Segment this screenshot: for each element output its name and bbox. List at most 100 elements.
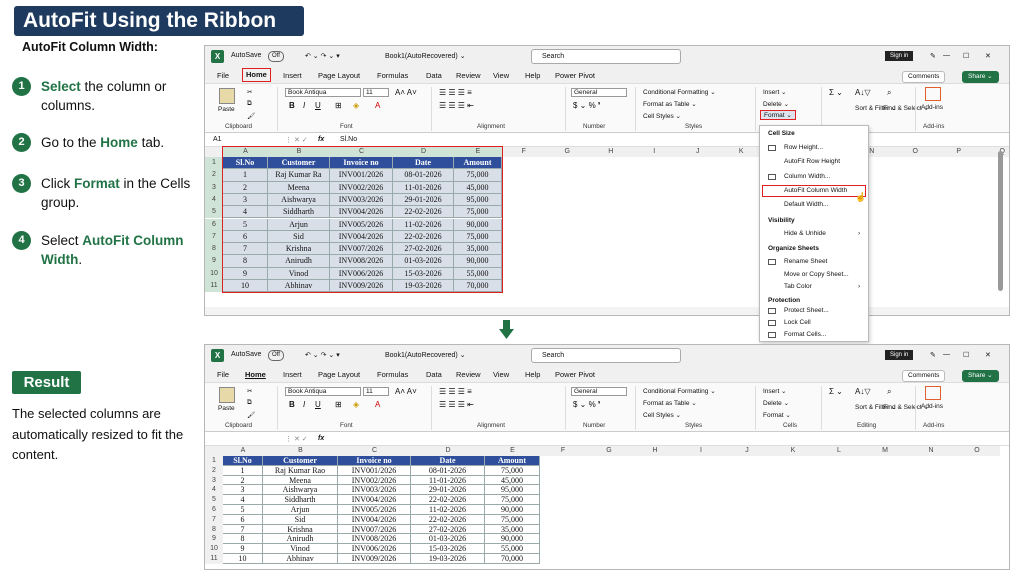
table-cell[interactable]: 95,000 xyxy=(454,193,502,207)
table-cell[interactable]: Vinod xyxy=(268,267,330,280)
find-select-button[interactable]: Find & Select ⌄ xyxy=(883,404,929,411)
column-header[interactable]: C xyxy=(330,147,393,157)
find-icon[interactable]: ⌕ xyxy=(887,387,892,396)
row-header[interactable]: 11 xyxy=(205,554,223,564)
fx-icon[interactable]: fx xyxy=(318,136,325,143)
column-header[interactable]: N xyxy=(850,147,894,157)
table-cell[interactable]: Arjun xyxy=(263,505,338,515)
insert-cells-button[interactable]: Insert ⌄ xyxy=(763,89,787,96)
table-cell[interactable]: 7 xyxy=(223,243,268,256)
table-cell[interactable]: 3 xyxy=(223,485,263,496)
format-cells-button[interactable]: Format ⌄ xyxy=(760,110,796,120)
minimize-icon[interactable]: — xyxy=(943,351,950,358)
column-header[interactable]: A xyxy=(223,147,268,157)
table-cell[interactable]: 11-01-2026 xyxy=(411,475,485,486)
autosum-icon[interactable]: Σ ⌄ xyxy=(829,387,843,396)
column-header[interactable]: O xyxy=(954,446,1000,456)
tab-formulas[interactable]: Formulas xyxy=(377,370,409,379)
tab-formulas[interactable]: Formulas xyxy=(377,71,409,80)
table-cell[interactable]: Anirudh xyxy=(268,255,330,268)
table-cell[interactable]: 35,000 xyxy=(454,243,502,256)
table-cell[interactable]: 22-02-2026 xyxy=(393,206,454,219)
column-header[interactable]: Q xyxy=(980,147,1009,157)
tab-page-layout[interactable]: Page Layout xyxy=(318,370,361,379)
close-icon[interactable]: ✕ xyxy=(985,352,991,359)
table-cell[interactable]: Krishna xyxy=(268,243,330,256)
table-cell[interactable]: INV004/2026 xyxy=(330,230,393,244)
pen-icon[interactable]: ✎ xyxy=(930,352,936,359)
row-header[interactable]: 5 xyxy=(205,495,223,505)
tab-power-pivot[interactable]: Power Pivot xyxy=(555,370,596,379)
column-header[interactable]: K xyxy=(770,446,816,456)
table-cell[interactable]: 19-03-2026 xyxy=(411,554,485,564)
tab-help[interactable]: Help xyxy=(525,370,541,379)
share-button[interactable]: Share ⌄ xyxy=(962,71,999,83)
column-header[interactable]: H xyxy=(589,147,633,157)
table-cell[interactable]: Anirudh xyxy=(263,534,338,545)
table-cell[interactable]: 3 xyxy=(223,193,268,207)
table-cell[interactable]: 95,000 xyxy=(485,485,540,496)
delete-cells-button[interactable]: Delete ⌄ xyxy=(763,400,790,407)
column-header[interactable]: G xyxy=(545,147,589,157)
table-cell[interactable]: Raj Kumar Ra xyxy=(268,169,330,182)
name-box[interactable]: A1 xyxy=(213,136,222,143)
table-cell[interactable]: 8 xyxy=(223,255,268,268)
addins-icon[interactable] xyxy=(925,386,941,400)
table-cell[interactable]: INV003/2026 xyxy=(338,485,411,496)
currency-icon[interactable]: $ ⌄ % ❜ xyxy=(573,400,601,409)
row-header[interactable]: 9 xyxy=(205,255,223,268)
conditional-formatting-button[interactable]: Conditional Formatting ⌄ xyxy=(643,89,716,96)
tab-insert[interactable]: Insert xyxy=(283,71,302,80)
copy-icon[interactable]: ⧉ xyxy=(247,100,252,107)
table-cell[interactable]: 01-03-2026 xyxy=(393,255,454,268)
table-cell[interactable]: 15-03-2026 xyxy=(393,267,454,280)
tab-home[interactable]: Home xyxy=(245,370,266,379)
row-header[interactable]: 2 xyxy=(205,169,223,182)
menu-item-column-width[interactable]: Column Width... xyxy=(784,173,831,180)
table-header-cell[interactable]: Amount xyxy=(454,157,502,170)
row-header[interactable]: 9 xyxy=(205,534,223,545)
table-cell[interactable]: INV009/2026 xyxy=(330,280,393,293)
table-cell[interactable]: Arjun xyxy=(268,218,330,231)
table-cell[interactable]: Abhinav xyxy=(263,554,338,564)
table-cell[interactable]: 11-01-2026 xyxy=(393,181,454,194)
format-as-table-button[interactable]: Format as Table ⌄ xyxy=(643,101,697,108)
row-header[interactable]: 4 xyxy=(205,193,223,207)
table-cell[interactable]: Sid xyxy=(268,230,330,244)
table-cell[interactable]: 9 xyxy=(223,544,263,554)
comments-button[interactable]: Comments xyxy=(902,370,946,382)
row-header[interactable]: 5 xyxy=(205,206,223,219)
row-header[interactable]: 6 xyxy=(205,218,223,231)
cut-icon[interactable]: ✂ xyxy=(247,388,253,395)
sort-filter-button[interactable]: Sort & Filter ⌄ xyxy=(855,404,897,411)
number-format-select[interactable]: General xyxy=(571,387,627,396)
table-cell[interactable]: Meena xyxy=(263,475,338,486)
column-header[interactable]: N xyxy=(908,446,954,456)
table-cell[interactable]: INV005/2026 xyxy=(338,505,411,515)
italic-icon[interactable]: I xyxy=(303,400,306,409)
column-header[interactable]: C xyxy=(338,446,411,456)
row-header[interactable]: 8 xyxy=(205,524,223,535)
sign-in-button[interactable]: Sign in xyxy=(885,51,914,61)
table-cell[interactable]: INV002/2026 xyxy=(330,181,393,194)
tab-view[interactable]: View xyxy=(493,71,510,80)
table-cell[interactable]: 11-02-2026 xyxy=(393,218,454,231)
tab-file[interactable]: File xyxy=(217,71,230,80)
maximize-icon[interactable]: ☐ xyxy=(963,53,970,60)
borders-icon[interactable]: ⊞ xyxy=(335,400,342,409)
table-header-cell[interactable]: Date xyxy=(393,157,454,170)
row-header[interactable]: 8 xyxy=(205,243,223,256)
font-size-select[interactable]: 11 xyxy=(363,88,389,97)
workbook-name[interactable]: Book1(AutoRecovered) ⌄ xyxy=(385,352,466,359)
align-icons[interactable]: ☰ ☰ ☰ ≡ xyxy=(439,387,472,396)
column-header[interactable]: O xyxy=(893,147,937,157)
search-input[interactable]: Search xyxy=(531,49,681,64)
sign-in-button[interactable]: Sign in xyxy=(885,350,914,360)
menu-item-rename[interactable]: Rename Sheet xyxy=(784,258,828,265)
row-header[interactable]: 3 xyxy=(205,181,223,194)
table-cell[interactable]: Raj Kumar Rao xyxy=(263,465,338,476)
table-cell[interactable]: Abhinav xyxy=(268,280,330,293)
share-button[interactable]: Share ⌄ xyxy=(962,370,999,382)
column-header[interactable]: G xyxy=(586,446,632,456)
